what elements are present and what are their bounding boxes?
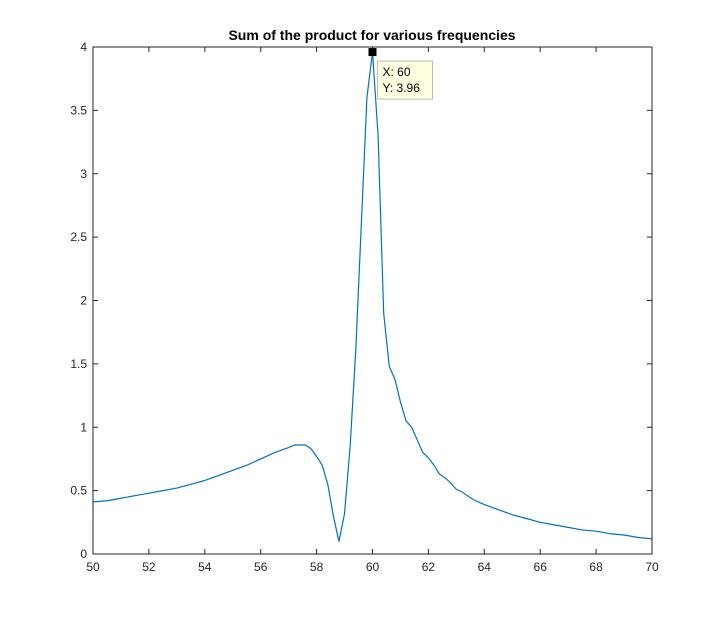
datatip-x-label: X: 60 <box>383 65 411 79</box>
datatip-y-label: Y: 3.96 <box>383 81 421 95</box>
y-tick-label: 2 <box>80 294 87 308</box>
x-tick-label: 50 <box>86 560 100 574</box>
chart-title: Sum of the product for various frequenci… <box>228 27 515 43</box>
x-tick-label: 52 <box>142 560 156 574</box>
x-tick-label: 68 <box>589 560 603 574</box>
x-tick-label: 66 <box>534 560 548 574</box>
datatip-box <box>377 60 433 100</box>
y-tick-label: 0.5 <box>70 484 87 498</box>
x-tick-label: 60 <box>366 560 380 574</box>
x-tick-label: 62 <box>422 560 436 574</box>
y-tick-label: 4 <box>80 40 87 54</box>
x-tick-label: 58 <box>310 560 324 574</box>
y-tick-label: 3 <box>80 167 87 181</box>
datatip-marker[interactable] <box>368 48 377 57</box>
x-tick-label: 56 <box>254 560 268 574</box>
plot-area <box>93 47 652 554</box>
plot-box <box>92 46 653 555</box>
series-line <box>92 51 653 542</box>
y-tick-label: 2.5 <box>70 230 87 244</box>
y-tick-label: 0 <box>80 547 87 561</box>
x-tick-label: 64 <box>478 560 492 574</box>
x-tick-label: 70 <box>645 560 659 574</box>
y-tick-label: 1 <box>80 420 87 434</box>
y-tick-label: 1.5 <box>70 357 87 371</box>
x-tick-label: 54 <box>198 560 212 574</box>
y-tick-label: 3.5 <box>70 103 87 117</box>
